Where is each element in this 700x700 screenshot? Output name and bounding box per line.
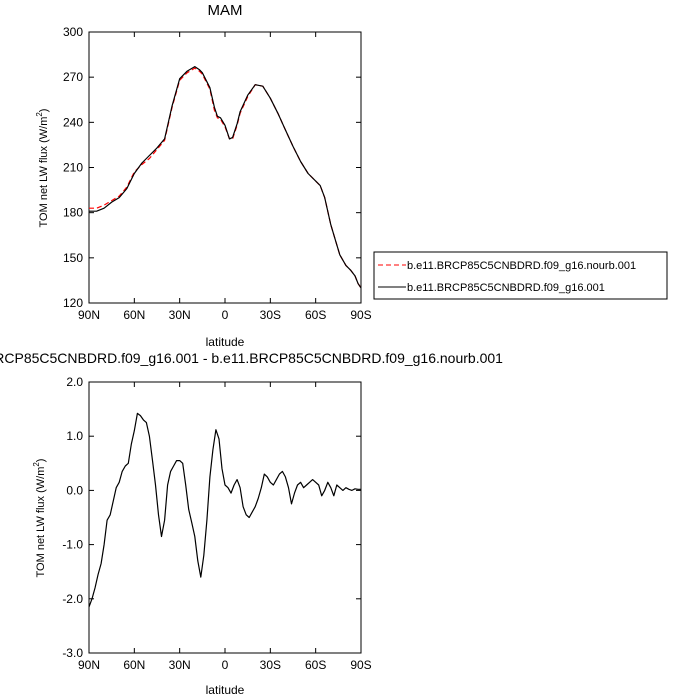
y-tick-label: -1.0 bbox=[62, 538, 83, 552]
top-y-axis-label: TOM net LW flux (W/m2) bbox=[35, 109, 50, 228]
top-series-lines bbox=[89, 65, 362, 289]
legend-label-nourb: b.e11.BRCP85C5CNBDRD.f09_g16.nourb.001 bbox=[407, 260, 636, 272]
y-tick-label: 180 bbox=[63, 206, 83, 220]
x-tick-label: 60S bbox=[305, 658, 326, 672]
y-tick-label: 2.0 bbox=[66, 375, 83, 389]
y-tick-label: 0.0 bbox=[66, 483, 83, 497]
top-panel: MAM 120 150 180 210 240 270 300 90N 60N 30N 0 30S 6… bbox=[35, 2, 668, 349]
x-tick-label: 30N bbox=[169, 658, 191, 672]
x-tick-label: 30S bbox=[260, 308, 281, 322]
bottom-x-axis-label: latitude bbox=[206, 683, 245, 697]
series-line-0 bbox=[89, 67, 362, 289]
top-chart-title: MAM bbox=[208, 2, 243, 19]
legend: b.e11.BRCP85C5CNBDRD.f09_g16.nourb.001 b… bbox=[373, 251, 668, 300]
x-tick-label: 60N bbox=[123, 308, 145, 322]
legend-label-control: b.e11.BRCP85C5CNBDRD.f09_g16.001 bbox=[407, 282, 605, 294]
top-x-axis-label: latitude bbox=[206, 335, 245, 349]
y-tick-label: 120 bbox=[63, 296, 83, 310]
bottom-chart-title: b.e11.BRCP85C5CNBDRD.f09_g16.001 - b.e11… bbox=[0, 350, 503, 366]
bottom-plot-frame bbox=[88, 381, 362, 654]
x-tick-label: 0 bbox=[222, 308, 229, 322]
top-y-label-sup: 2 bbox=[35, 112, 44, 117]
y-tick-label: 210 bbox=[63, 161, 83, 175]
bottom-series-lines bbox=[88, 412, 361, 608]
top-x-ticks: 90N 60N 30N 0 30S 60S 90S bbox=[78, 32, 372, 322]
y-tick-label: 150 bbox=[63, 251, 83, 265]
bottom-y-label-close: ) bbox=[35, 459, 47, 463]
series-line-1 bbox=[89, 65, 362, 289]
bottom-x-ticks: 90N 60N 30N 0 30S 60S 90S bbox=[78, 382, 372, 672]
y-tick-label: 300 bbox=[63, 25, 83, 39]
x-tick-label: 60N bbox=[123, 658, 145, 672]
bottom-y-label-text: TOM net LW flux (W/m bbox=[35, 467, 47, 578]
bottom-panel: b.e11.BRCP85C5CNBDRD.f09_g16.001 - b.e11… bbox=[0, 350, 503, 697]
y-tick-label: 270 bbox=[63, 70, 83, 84]
x-tick-label: 0 bbox=[222, 658, 229, 672]
top-plot-frame bbox=[88, 31, 362, 304]
top-y-ticks: 120 150 180 210 240 270 300 bbox=[63, 25, 361, 310]
bottom-y-ticks: -3.0 -2.0 -1.0 0.0 1.0 2.0 bbox=[62, 375, 361, 660]
series-line-0 bbox=[88, 412, 361, 608]
y-tick-label: 1.0 bbox=[66, 429, 83, 443]
y-tick-label: -3.0 bbox=[62, 646, 83, 660]
x-tick-label: 90S bbox=[350, 308, 371, 322]
y-tick-label: 240 bbox=[63, 115, 83, 129]
x-tick-label: 90S bbox=[350, 658, 371, 672]
legend-box bbox=[373, 251, 668, 300]
top-y-label-close: ) bbox=[38, 109, 50, 113]
x-tick-label: 60S bbox=[305, 308, 326, 322]
top-y-label-text: TOM net LW flux (W/m bbox=[38, 117, 50, 228]
x-tick-label: 30N bbox=[169, 308, 191, 322]
y-tick-label: -2.0 bbox=[62, 592, 83, 606]
x-tick-label: 90N bbox=[78, 308, 100, 322]
bottom-y-label-sup: 2 bbox=[32, 462, 41, 467]
x-tick-label: 30S bbox=[260, 658, 281, 672]
x-tick-label: 90N bbox=[78, 658, 100, 672]
bottom-y-axis-label: TOM net LW flux (W/m2) bbox=[32, 459, 47, 578]
